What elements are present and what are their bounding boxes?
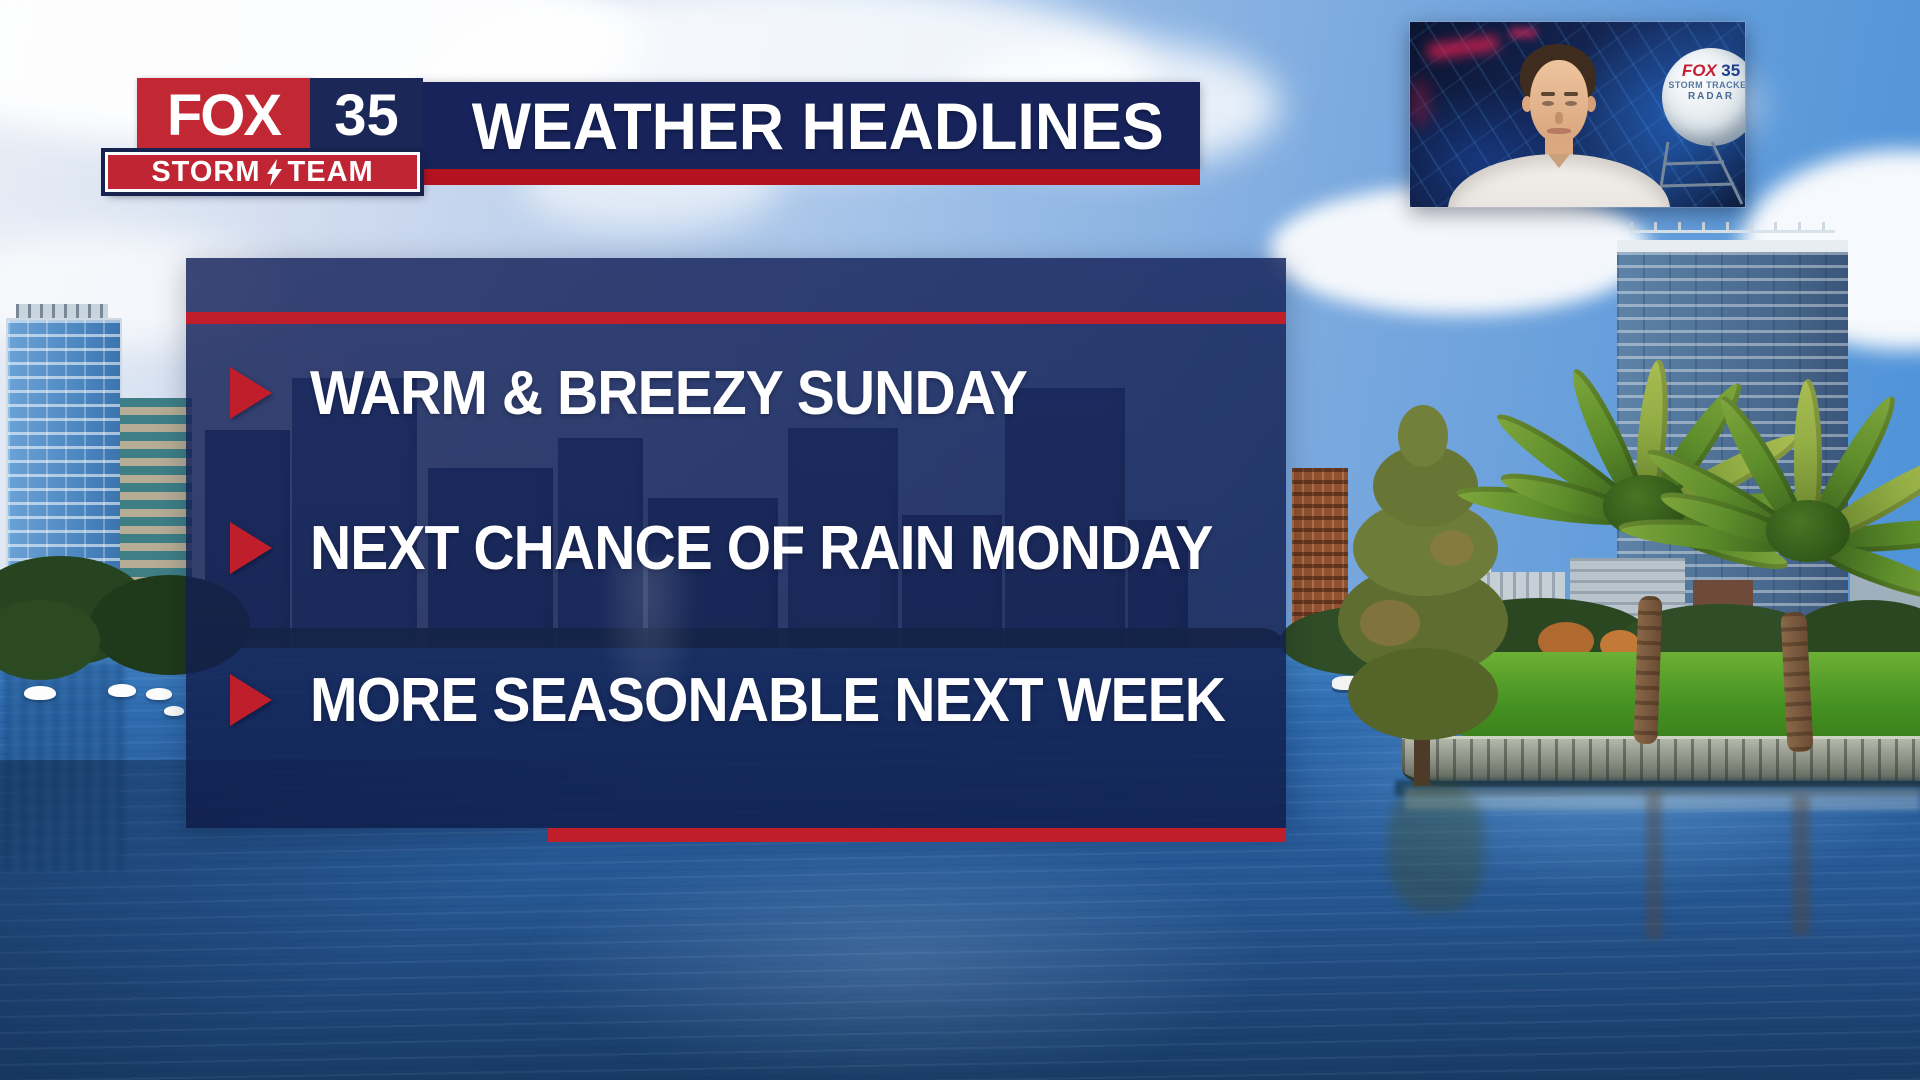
headline-row: NEXT CHANCE OF RAIN MONDAY [230, 514, 1291, 583]
palm-reflection [1792, 795, 1810, 935]
wall-reflection [1405, 788, 1920, 810]
header-bar: WEATHER HEADLINES [410, 82, 1200, 169]
team-label: TEAM [287, 155, 374, 188]
cypress-foliage [1360, 600, 1420, 646]
fox-logo: FOX [137, 78, 310, 153]
headline-text: WARM & BREEZY SUNDAY [310, 358, 1028, 428]
radar-dome [1662, 48, 1745, 146]
storm-label: STORM [151, 155, 261, 188]
presenter-ear [1522, 96, 1532, 112]
headline-row: MORE SEASONABLE NEXT WEEK [230, 666, 1305, 735]
presenter-mouth [1547, 128, 1571, 134]
building-reflection [4, 662, 124, 872]
presenter-brow [1541, 92, 1555, 96]
tree [0, 600, 100, 680]
page-title: WEATHER HEADLINES [471, 88, 1164, 163]
building [120, 398, 192, 604]
swan [146, 688, 172, 700]
cypress-reflection [1388, 782, 1484, 912]
cypress-trunk [1414, 728, 1430, 786]
radar-dome-channel: 35 [1721, 61, 1741, 80]
fountain-mist [598, 560, 698, 735]
brick-building [1292, 468, 1348, 628]
fox-logo-text: FOX [166, 83, 282, 148]
studio-red-graphic [1510, 28, 1536, 38]
cypress-tree [1398, 405, 1448, 467]
cypress-foliage [1430, 530, 1474, 566]
wall-shadow [1395, 780, 1920, 796]
storm-team-badge: STORM TEAM [105, 152, 420, 192]
swan [164, 706, 184, 716]
channel-number-text: 35 [334, 83, 399, 148]
presenter-ear [1586, 96, 1596, 112]
studio-red-graphic [1412, 82, 1428, 124]
glass-tower [6, 318, 122, 602]
radar-dome-line3: RADAR [1687, 90, 1735, 102]
cypress-tree [1348, 648, 1498, 740]
presenter-brow [1564, 92, 1578, 96]
swan [24, 686, 56, 700]
palm-reflection [1646, 790, 1662, 940]
tower-roof-rail [1630, 222, 1835, 233]
presenter-nose [1555, 112, 1563, 124]
radar-dome-brand: FOX [1681, 61, 1717, 80]
header-accent-strip [410, 169, 1200, 185]
presenter-eye [1565, 101, 1577, 106]
presenter-eye [1542, 101, 1554, 106]
headline-text: NEXT CHANCE OF RAIN MONDAY [310, 513, 1213, 583]
headline-row: WARM & BREEZY SUNDAY [230, 359, 1089, 428]
swan [108, 684, 136, 697]
panel-accent-line [186, 312, 1286, 324]
channel-number: 35 [310, 78, 423, 153]
panel-bottom-accent [548, 828, 1286, 842]
bullet-arrow-icon [230, 674, 272, 726]
headline-text: MORE SEASONABLE NEXT WEEK [310, 665, 1226, 735]
radar-tower [1656, 141, 1744, 207]
water-highlight [520, 830, 1280, 1080]
lightning-bolt-icon [266, 158, 282, 186]
presenter-collar [1548, 154, 1570, 168]
bullet-arrow-icon [230, 367, 272, 419]
bullet-arrow-icon [230, 522, 272, 574]
headlines-panel: WARM & BREEZY SUNDAY NEXT CHANCE OF RAIN… [186, 258, 1286, 828]
palm-tree [1610, 379, 1920, 665]
building-roof [16, 304, 108, 322]
